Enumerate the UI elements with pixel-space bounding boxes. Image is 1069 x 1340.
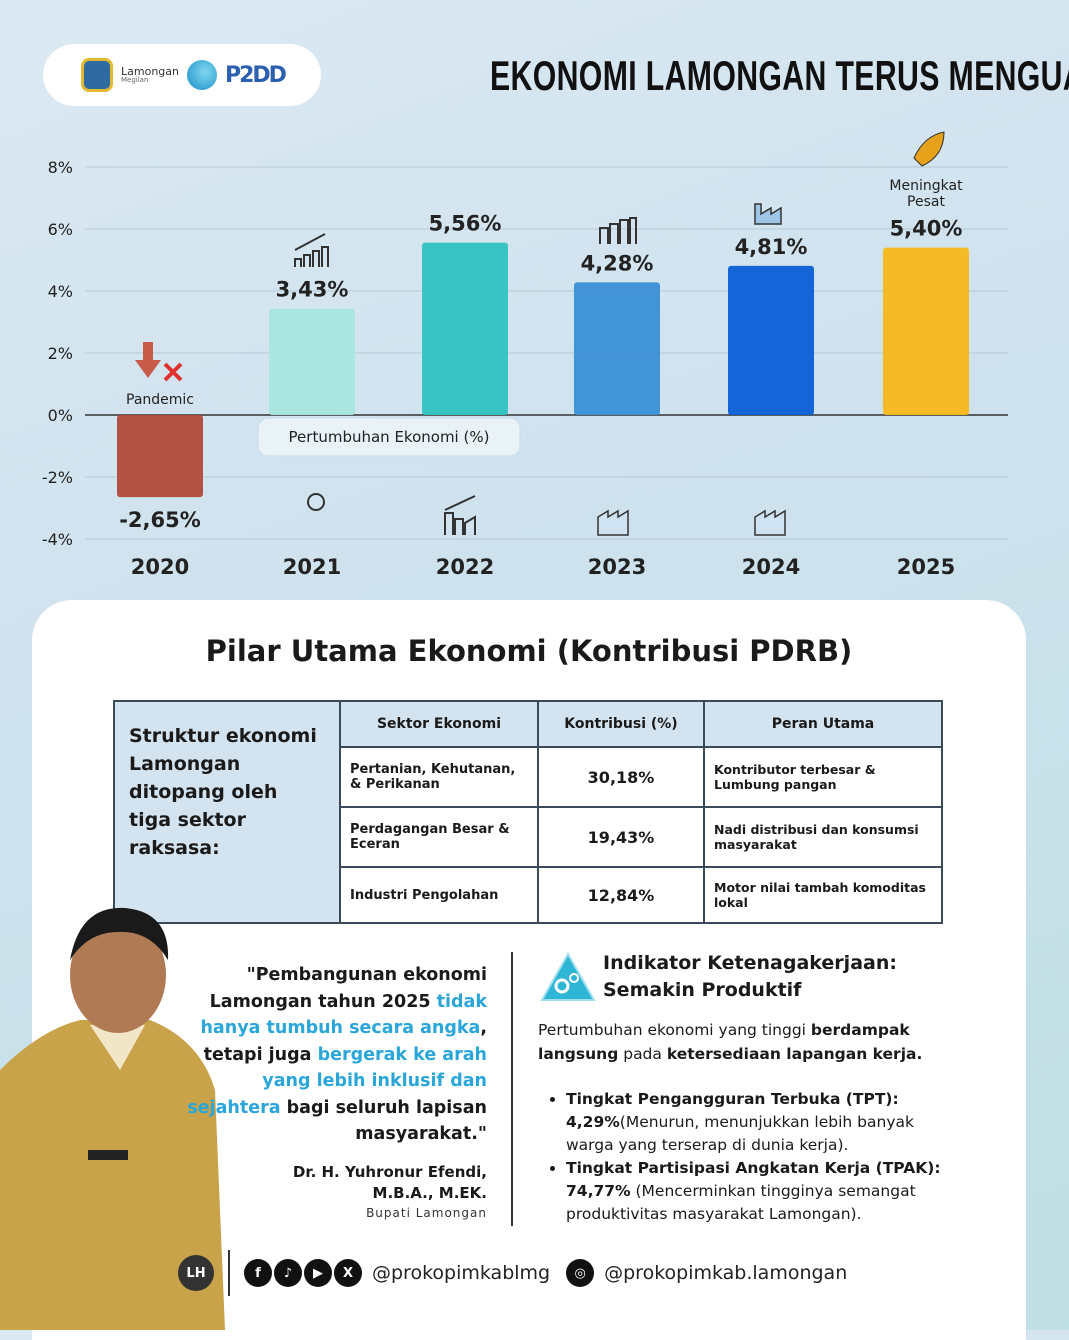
bar-2024 [728,265,814,415]
factory-icon-2024 [754,509,786,536]
data-label: 3,43% [276,278,349,302]
y-tick-label: -4% [42,530,73,549]
down-arrow-icon [135,342,161,378]
factory-icon [754,203,782,225]
col-header: Peran Utama [703,700,943,748]
annotation-meningkat: Meningkat [889,178,963,194]
bar-2025 [883,247,969,415]
wave-logo-icon [186,60,217,90]
kontribusi-cell: 19,43% [537,806,705,868]
building-growth-icon [444,495,476,535]
cross-icon [163,362,183,382]
kontribusi-cell: 30,18% [537,746,705,808]
virus-hand-icon [307,493,325,511]
table-row: Industri Pengolahan 12,84% Motor nilai tam… [114,866,943,924]
logo-bar: Lamongan Megilan P2DD [43,44,321,106]
rocket-icon [913,131,945,167]
bar-2022 [422,242,508,415]
indicator-intro: Pertumbuhan ekonomi yang tinggi berdampa… [538,1021,923,1063]
tiktok-icon[interactable]: ♪ [274,1259,302,1287]
list-item: Tingkat Partisipasi Angkatan Kerja (TPAK… [566,1157,958,1226]
indicator-list: Tingkat Pengangguran Terbuka (TPT):4,29%… [548,1088,958,1226]
bar-2021 [269,308,355,415]
col-header: Sektor Ekonomi [339,700,539,748]
data-label: -2,65% [119,508,201,532]
growth-chart-icon [294,233,329,267]
col-header: Kontribusi (%) [537,700,705,748]
factory-icon-2023 [597,509,629,536]
factory-chart-icon [599,217,637,244]
table-lead: Struktur ekonomi Lamongan ditopang oleh … [113,700,341,924]
lamongan-seal-icon [81,58,113,92]
list-item: Tingkat Pengangguran Terbuka (TPT):4,29%… [566,1088,958,1157]
divider [228,1250,230,1296]
series-label-box [257,417,521,457]
page-title: EKONOMI LAMONGAN TERUS MENGUAT [490,52,1069,99]
peran-cell: Kontributor terbesar & Lumbung pangan [703,746,943,808]
youtube-icon[interactable]: ▶ [304,1259,332,1287]
prokopim-logo-icon: LH [178,1255,214,1291]
lamongan-logo: Lamongan Megilan [121,65,179,84]
instagram-icon[interactable]: ◎ [566,1259,595,1287]
bupati-photo [0,907,225,1330]
sektor-cell: Pertanian, Kehutanan, & Perikanan [339,746,539,808]
indicator-title: Indikator Ketenagakerjaan: Semakin Produk… [603,952,897,1001]
y-tick-label: 6% [48,220,73,239]
bar-2020 [117,415,203,498]
data-label: 5,40% [890,217,963,241]
section-title: Pilar Utama Ekonomi (Kontribusi PDRB) [205,634,853,668]
y-tick-label: -2% [42,468,73,487]
facebook-icon[interactable]: f [244,1259,272,1287]
peran-cell: Motor nilai tambah komoditas lokal [703,866,943,924]
y-tick-label: 2% [48,344,73,363]
x-icon[interactable]: X [334,1259,362,1287]
data-label: 4,28% [581,251,654,275]
table-row: Perdagangan Besar & Eceran 19,43% Nadi dis… [114,806,943,868]
peran-cell: Nadi distribusi dan konsumsi masyarakat [703,806,943,868]
y-tick-label: 4% [48,282,73,301]
sektor-cell: Industri Pengolahan [339,866,539,924]
instagram-handle[interactable]: @prokopimkab.lamongan [604,1262,848,1284]
pdrb-table: Struktur ekonomi Lamongan ditopang oleh … [113,700,943,924]
x-tick-label: 2022 [436,555,494,579]
growth-bar-chart: 8% 6% 4% 2% 0% -2% -4% -2,65% 2020 3,43% 2021 5,56%… [42,131,1008,579]
annotation-pesat: Pesat [907,194,945,210]
p2dd-logo: P2DD [224,62,287,88]
divider [511,952,513,1226]
sektor-cell: Perdagangan Besar & Eceran [339,806,539,868]
kontribusi-cell: 12,84% [537,866,705,924]
y-tick-label: 0% [48,406,73,425]
x-tick-label: 2020 [131,555,189,579]
quote-author: Dr. H. Yuhronur Efendi, M.B.A., M.EK. [292,1163,487,1202]
data-label: 5,56% [429,212,502,236]
x-tick-label: 2025 [897,555,955,579]
footer: LH f ♪ ▶ X @prokopimkablmg ◎ @prokopimka… [178,1250,847,1296]
table-row: Pertanian, Kehutanan, & Perikanan 30,18% K… [114,746,943,808]
x-tick-label: 2024 [742,555,800,579]
bar-2023 [574,282,660,415]
labor-gears-icon [540,952,596,1001]
y-tick-label: 8% [48,158,73,177]
social-handle[interactable]: @prokopimkablmg [372,1262,551,1284]
x-tick-label: 2021 [283,555,341,579]
x-tick-label: 2023 [588,555,646,579]
series-label: Pertumbuhan Ekonomi (%) [289,428,490,446]
author-role: Bupati Lamongan [366,1206,487,1220]
annotation-pandemic: Pandemic [126,392,194,408]
data-label: 4,81% [735,235,808,259]
quote-text: "Pembangunan ekonomi Lamongan tahun 2025… [187,965,487,1144]
